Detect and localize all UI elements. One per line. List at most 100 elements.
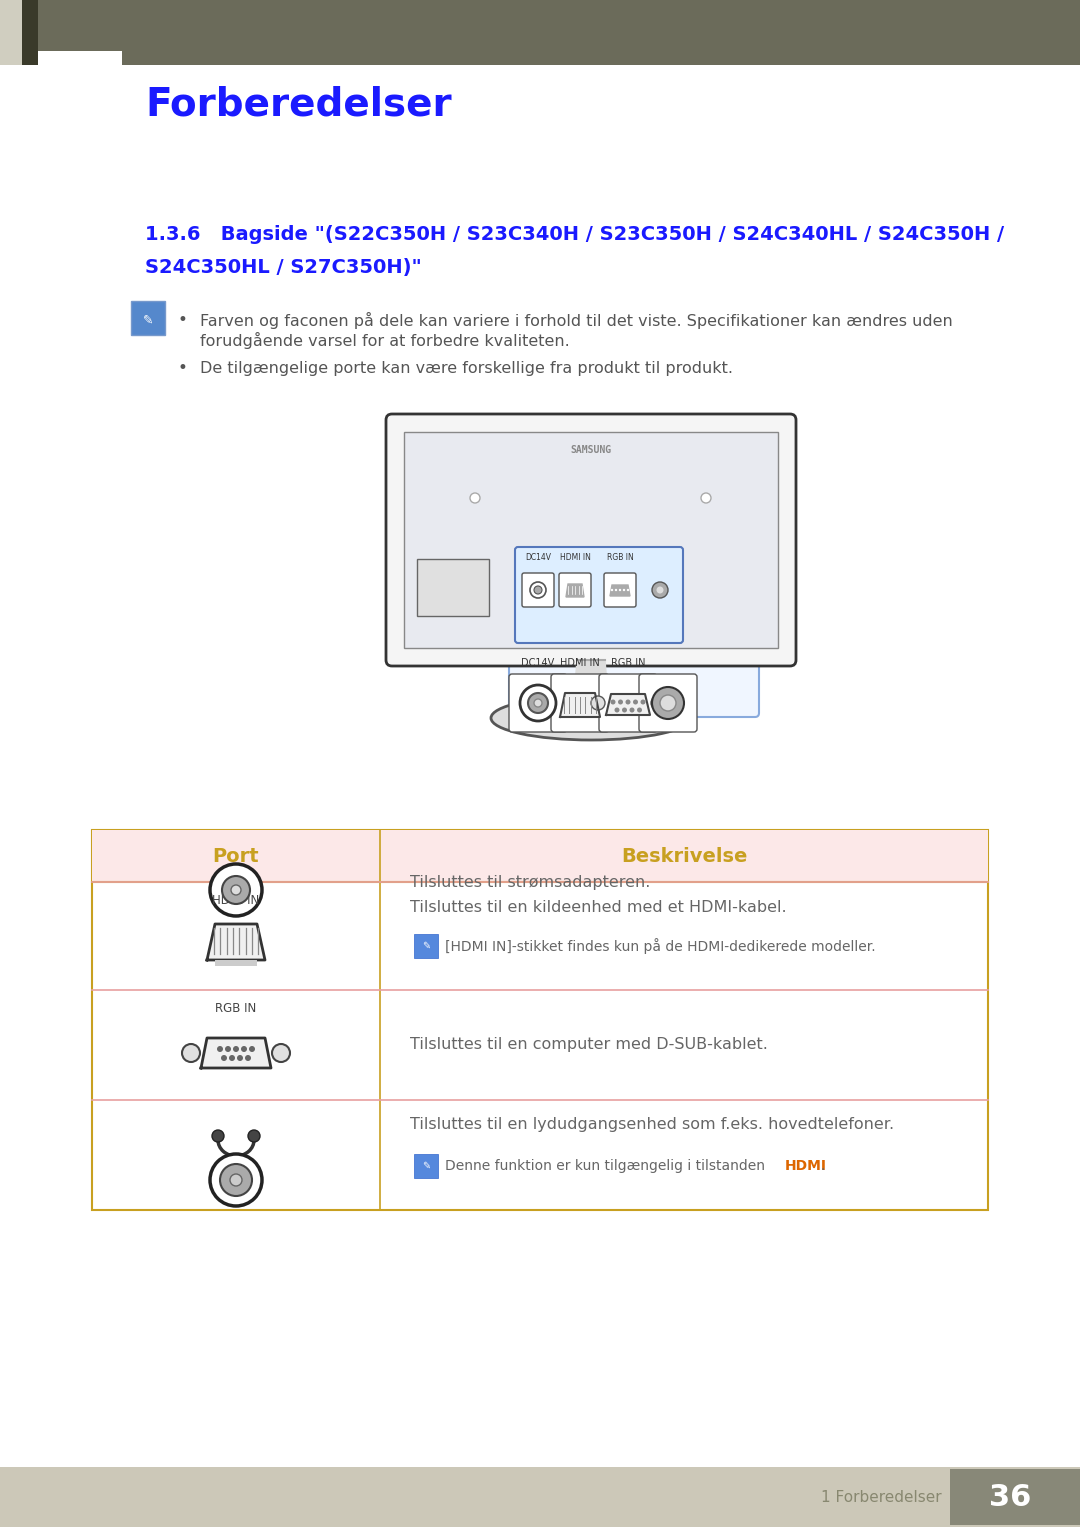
FancyBboxPatch shape [551,673,609,731]
Bar [950,1469,1080,1525]
Text: RGB IN: RGB IN [607,553,633,562]
Circle shape [626,589,630,591]
Circle shape [623,589,625,591]
Polygon shape [610,585,630,596]
Circle shape [210,864,262,916]
Circle shape [528,693,548,713]
Bar [22,0,38,66]
Text: Beskrivelse: Beskrivelse [621,846,747,866]
Text: 36: 36 [988,1483,1031,1512]
Text: 1 Forberedelser: 1 Forberedelser [821,1489,942,1504]
Text: S24C350HL / S27C350H)": S24C350HL / S27C350H)" [145,258,422,278]
FancyBboxPatch shape [559,573,591,608]
Bar [92,831,988,883]
Text: SAMSUNG: SAMSUNG [570,444,611,455]
Circle shape [183,1044,200,1061]
Circle shape [651,696,665,710]
FancyBboxPatch shape [414,1154,438,1177]
Circle shape [652,582,669,599]
Text: Tilsluttes til en lydudgangsenhed som f.eks. hovedtelefoner.: Tilsluttes til en lydudgangsenhed som f.… [410,1118,894,1133]
Text: Tilsluttes til en kildeenhed med et HDMI-kabel.: Tilsluttes til en kildeenhed med et HDMI… [410,899,786,915]
Circle shape [633,699,638,704]
Circle shape [534,586,542,594]
Text: Forberedelser: Forberedelser [145,86,451,124]
Circle shape [652,687,684,719]
Circle shape [530,582,546,599]
Circle shape [622,707,627,713]
Text: Tilsluttes til strømsadapteren.: Tilsluttes til strømsadapteren. [410,875,650,890]
FancyBboxPatch shape [515,547,683,643]
FancyBboxPatch shape [509,673,567,731]
Text: ✎: ✎ [422,941,430,951]
FancyBboxPatch shape [604,573,636,608]
Text: Port: Port [213,846,259,866]
Text: RGB IN: RGB IN [611,658,645,667]
Text: .: . [821,1159,825,1173]
FancyBboxPatch shape [414,935,438,957]
Text: 1.3.6   Bagside "(S22C350H / S23C340H / S23C350H / S24C340HL / S24C350H /: 1.3.6 Bagside "(S22C350H / S23C340H / S2… [145,226,1004,244]
Text: HDMI IN: HDMI IN [561,658,599,667]
Text: Tilsluttes til en computer med D-SUB-kablet.: Tilsluttes til en computer med D-SUB-kab… [410,1037,768,1052]
Circle shape [217,1046,222,1052]
Circle shape [591,696,605,710]
FancyBboxPatch shape [639,673,697,731]
Text: DC14V: DC14V [522,658,555,667]
Circle shape [229,1055,235,1061]
Circle shape [657,586,663,594]
Circle shape [221,1055,227,1061]
Bar [0,1467,1080,1527]
Circle shape [272,1044,291,1061]
Circle shape [630,707,635,713]
Circle shape [249,1046,255,1052]
FancyBboxPatch shape [599,673,657,731]
Circle shape [618,699,623,704]
Text: RGB IN: RGB IN [215,1002,257,1014]
Polygon shape [201,1038,271,1067]
FancyBboxPatch shape [509,544,759,718]
Text: DC14V: DC14V [525,553,551,562]
FancyBboxPatch shape [522,573,554,608]
Circle shape [615,589,617,591]
Circle shape [637,707,642,713]
Circle shape [237,1055,243,1061]
Circle shape [230,1174,242,1186]
Text: HDMI IN: HDMI IN [213,893,259,907]
Polygon shape [561,693,600,718]
Circle shape [220,1164,252,1196]
Circle shape [248,1130,260,1142]
FancyBboxPatch shape [131,301,165,334]
Bar [22,50,122,66]
Circle shape [640,699,646,704]
Circle shape [625,699,631,704]
FancyBboxPatch shape [386,414,796,666]
Ellipse shape [491,696,691,741]
Text: ✎: ✎ [422,1161,430,1171]
Circle shape [619,589,621,591]
Text: [HDMI IN]-stikket findes kun på de HDMI-dedikerede modeller.: [HDMI IN]-stikket findes kun på de HDMI-… [445,938,876,954]
Circle shape [245,1055,251,1061]
FancyBboxPatch shape [92,831,988,1209]
Polygon shape [606,693,650,715]
Circle shape [470,493,480,502]
Circle shape [660,695,676,712]
Text: Denne funktion er kun tilgængelig i tilstanden: Denne funktion er kun tilgængelig i tils… [445,1159,769,1173]
Text: HDMI: HDMI [785,1159,827,1173]
Bar [0,0,1080,66]
Polygon shape [566,583,584,597]
FancyBboxPatch shape [417,559,489,615]
Text: DC14V: DC14V [216,893,256,907]
Circle shape [222,876,249,904]
Text: HDMI IN: HDMI IN [559,553,591,562]
Polygon shape [207,924,265,960]
Circle shape [615,707,620,713]
Circle shape [611,589,613,591]
Text: ✎: ✎ [143,313,153,327]
FancyBboxPatch shape [404,432,778,647]
Bar [215,960,257,967]
Text: •: • [177,312,187,328]
Circle shape [534,699,542,707]
Circle shape [225,1046,231,1052]
Circle shape [231,886,241,895]
Circle shape [519,686,556,721]
Circle shape [212,1130,224,1142]
